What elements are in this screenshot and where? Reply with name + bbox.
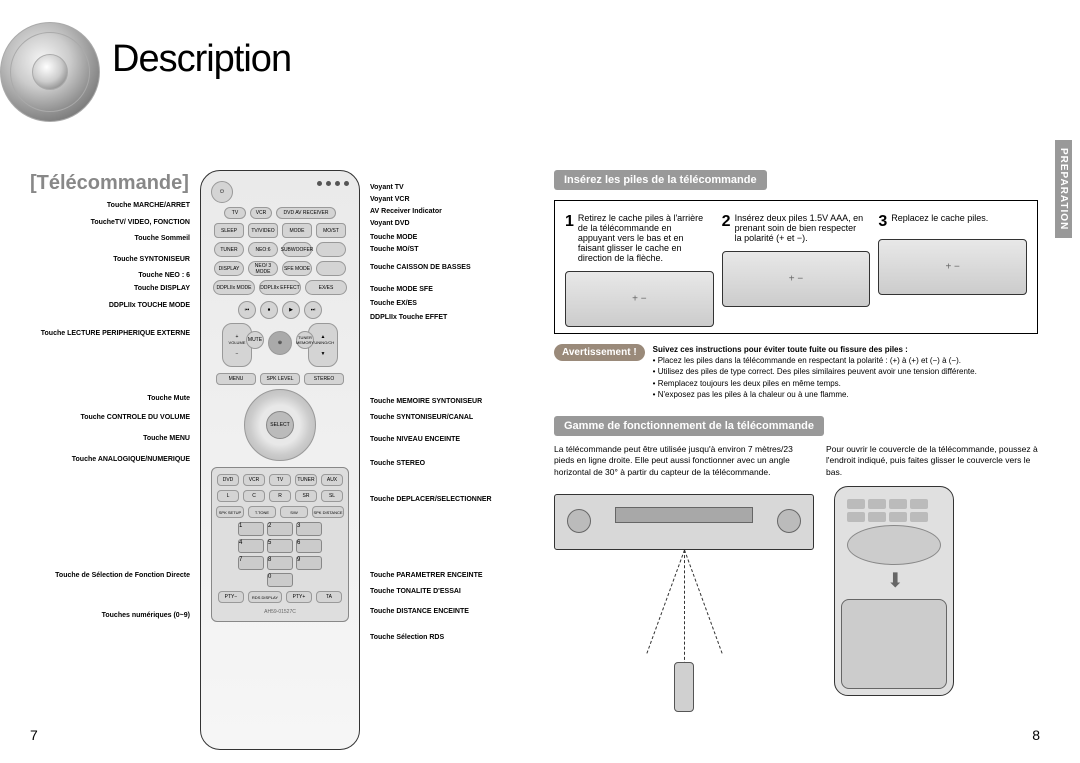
- label-distance: Touche DISTANCE ENCEINTE: [370, 608, 469, 615]
- label-lecture-ext: Touche LECTURE PERIPHERIQUE EXTERNE: [40, 330, 190, 337]
- section-range-title: Gamme de fonctionnement de la télécomman…: [554, 416, 824, 436]
- label-deplacer: Touche DEPLACER/SELECTIONNER: [370, 496, 492, 503]
- label-voyant-tv: Voyant TV: [370, 184, 404, 191]
- label-ana-num: Touche ANALOGIQUE/NUMERIQUE: [40, 456, 190, 463]
- label-tonalite: Touche TONALITE D'ESSAI: [370, 588, 461, 595]
- label-tv-video: ToucheTV/ VIDEO, FONCTION: [40, 219, 190, 226]
- label-mute: Touche Mute: [40, 395, 190, 402]
- remote-cover-illustration: ⬇: [834, 486, 954, 696]
- warning-text: Suivez ces instructions pour éviter tout…: [653, 344, 977, 400]
- label-rds: Touche Sélection RDS: [370, 634, 444, 641]
- remote-diagram: ⏻ TV VCR DVD AV RECEIVER SLEEP TV/VIDEO …: [200, 170, 360, 750]
- section-insert-batteries-title: Insérez les piles de la télécommande: [554, 170, 767, 190]
- label-fonction-directe: Touche de Sélection de Fonction Directe: [20, 572, 190, 579]
- label-niveau-enc: Touche NIVEAU ENCEINTE: [370, 436, 460, 443]
- label-param-enc: Touche PARAMETRER ENCEINTE: [370, 572, 483, 579]
- step-2: 2Insérez deux piles 1.5V AAA, en prenant…: [722, 213, 871, 327]
- label-pliix-mode: DDPLIIx TOUCHE MODE: [40, 302, 190, 309]
- side-tab-preparation: PREPARATION: [1055, 140, 1072, 238]
- battery-illustration-2: [722, 251, 871, 307]
- label-numerique: Touches numériques (0~9): [40, 612, 190, 619]
- label-menu: Touche MENU: [40, 435, 190, 442]
- label-av-rec: AV Receiver Indicator: [370, 208, 442, 215]
- receiver-illustration: [554, 494, 814, 550]
- step-3: 3Replacez le cache piles.: [878, 213, 1027, 327]
- warning-label: Avertissement !: [554, 344, 645, 361]
- label-mem-synt: Touche MEMOIRE SYNTONISEUR: [370, 398, 482, 405]
- battery-illustration-1: [565, 271, 714, 327]
- page-title: Description: [112, 38, 291, 81]
- decorative-speaker-icon: [0, 22, 110, 112]
- label-neo6: Touche NEO : 6: [40, 272, 190, 279]
- label-most: Touche MO/ST: [370, 246, 418, 253]
- label-sfe: Touche MODE SFE: [370, 286, 433, 293]
- range-description: La télécommande peut être utilisée jusqu…: [554, 444, 814, 696]
- label-pliix-effet: DDPLIIx Touche EFFET: [370, 314, 447, 321]
- label-display: Touche DISPLAY: [40, 285, 190, 292]
- label-syntoniseur: Touche SYNTONISEUR: [40, 256, 190, 263]
- label-mode: Touche MODE: [370, 234, 417, 241]
- battery-steps-box: 1Retirez le cache piles à l'arrière de l…: [554, 200, 1038, 334]
- label-exes: Touche EX/ES: [370, 300, 417, 307]
- label-caisson: Touche CAISSON DE BASSES: [370, 264, 471, 271]
- label-sommeil: Touche Sommeil: [40, 235, 190, 242]
- page-number-right: 8: [1032, 727, 1040, 743]
- subtitle-telecommande: [Télécommande]: [30, 172, 189, 195]
- page-number-left: 7: [30, 727, 38, 743]
- step-1: 1Retirez le cache piles à l'arrière de l…: [565, 213, 714, 327]
- label-voyant-dvd: Voyant DVD: [370, 220, 410, 227]
- label-synt-canal: Touche SYNTONISEUR/CANAL: [370, 414, 473, 421]
- label-stereo: Touche STEREO: [370, 460, 425, 467]
- mini-remote-icon: [674, 662, 694, 712]
- label-marche-arret: Touche MARCHE/ARRET: [40, 202, 190, 209]
- battery-illustration-3: [878, 239, 1027, 295]
- label-voyant-vcr: Voyant VCR: [370, 196, 410, 203]
- cover-description: Pour ouvrir le couvercle de la télécomma…: [826, 444, 1038, 696]
- label-volume: Touche CONTROLE DU VOLUME: [20, 414, 190, 421]
